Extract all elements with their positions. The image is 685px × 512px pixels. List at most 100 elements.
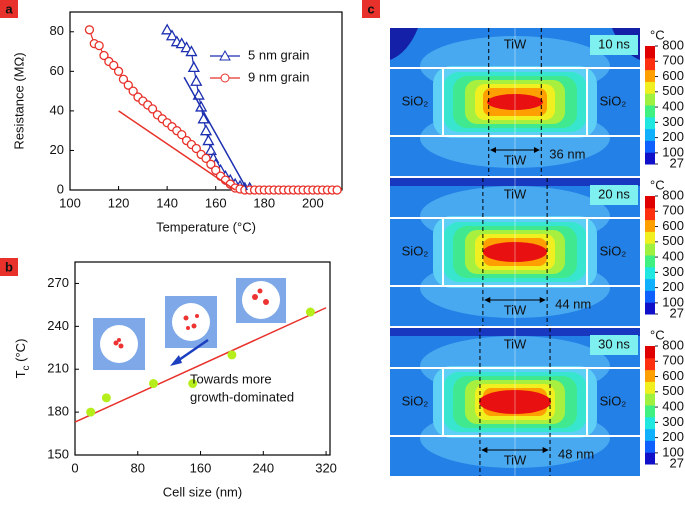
colorbar-band: [645, 219, 655, 232]
marker-circle: [109, 60, 119, 71]
colorbar-tick-label: 300: [662, 114, 684, 129]
sio2-label: SiO₂: [600, 243, 627, 258]
tiw-label: TiW: [504, 452, 527, 467]
colorbar-tick-label: 700: [662, 203, 684, 218]
panel-label-box: [0, 0, 18, 18]
hot-core: [479, 390, 551, 414]
cell-box: [442, 367, 588, 437]
colorbar-tick-label: 300: [662, 264, 684, 279]
marker-circle: [118, 74, 129, 84]
colorbar-tick-label: 100: [662, 294, 684, 309]
colorbar-tick-label: 600: [662, 218, 684, 233]
x-tick-label: 0: [71, 460, 78, 475]
panel-label-box: [362, 0, 380, 18]
colorbar-band: [645, 57, 655, 71]
colorbar-band: [645, 381, 655, 394]
colorbar-unit: °C: [650, 327, 665, 342]
colorbar-band: [645, 416, 655, 430]
marker-circle: [113, 66, 124, 76]
marker-circle: [147, 104, 158, 114]
time-label: 20 ns: [598, 186, 630, 201]
marker-triangle: [199, 124, 213, 136]
y-tick-label: 210: [47, 361, 69, 376]
colorbar-tick-label: 100: [662, 444, 684, 459]
marker-circle: [211, 165, 221, 175]
colorbar-band: [645, 357, 655, 371]
marker-triangle: [187, 61, 200, 73]
tiw-label: TiW: [504, 152, 527, 167]
marker-circle: [94, 40, 104, 51]
separator: [390, 178, 640, 186]
time-label: 10 ns: [598, 36, 630, 51]
scatter-point: [101, 393, 111, 403]
scatter-point: [86, 407, 96, 417]
colorbar-band: [645, 128, 655, 141]
width-label: 44 nm: [555, 296, 591, 311]
fit-line: [74, 307, 327, 423]
width-label: 36 nm: [549, 146, 585, 161]
marker-triangle: [185, 45, 198, 57]
x-axis-label: Temperature (°C): [156, 219, 256, 234]
marker-circle: [128, 86, 138, 96]
y-tick-label: 0: [57, 181, 64, 196]
colorbar-tick-label: 400: [662, 398, 684, 413]
scatter-point: [227, 350, 237, 360]
tiw-label: TiW: [504, 186, 527, 201]
colorbar-band: [645, 93, 655, 106]
x-tick-label: 100: [59, 195, 81, 210]
colorbar-tick-label: 200: [662, 279, 684, 294]
annotation: Towards more: [190, 371, 272, 386]
cell-box: [442, 67, 588, 137]
x-axis-label: Cell size (nm): [163, 484, 242, 499]
sio2-label: SiO₂: [600, 393, 627, 408]
colorbar-band: [645, 152, 655, 165]
x-tick-label: 160: [205, 195, 227, 210]
colorbar-unit: °C: [650, 177, 665, 192]
annotation: growth-dominated: [190, 389, 294, 404]
cool-corner: [390, 28, 418, 60]
tiw-label: TiW: [504, 336, 527, 351]
marker-triangle: [192, 88, 205, 100]
marker-circle: [201, 153, 211, 164]
x-tick-label: 80: [131, 460, 145, 475]
panel-label: b: [5, 259, 13, 274]
y-axis-label: Resistance (MΩ): [11, 52, 26, 149]
y-tick-label: 270: [47, 275, 69, 290]
time-label: 30 ns: [598, 336, 630, 351]
colorbar-tick-label: 100: [662, 144, 684, 159]
colorbar-tick-label: 700: [662, 53, 684, 68]
tiw-label: TiW: [504, 302, 527, 317]
legend-marker: [219, 49, 231, 61]
x-tick-label: 200: [302, 195, 324, 210]
y-tick-label: 240: [47, 318, 69, 333]
panel-label-box: [0, 258, 18, 276]
panel-label: c: [367, 1, 374, 16]
y-axis-label: Tc (°C): [13, 339, 31, 379]
marker-circle: [84, 25, 95, 35]
fit-line: [183, 76, 248, 191]
sio2-label: SiO₂: [402, 393, 429, 408]
sio2-label: SiO₂: [402, 243, 429, 258]
marker-circle: [191, 143, 201, 154]
colorbar-tick-label: 27: [670, 455, 684, 470]
marker-triangle: [161, 23, 174, 35]
axes-frame: [69, 11, 343, 191]
colorbar-tick-label: 500: [662, 83, 684, 98]
hot-core: [483, 242, 547, 262]
colorbar-tick-label: 300: [662, 414, 684, 429]
y-tick-label: 150: [47, 446, 69, 461]
marker-circle: [206, 159, 216, 169]
colorbar-tick-label: 500: [662, 383, 684, 398]
marker-triangle: [204, 144, 217, 156]
colorbar-band: [645, 266, 655, 280]
y-tick-label: 20: [50, 142, 64, 157]
colorbar-tick-label: 800: [662, 37, 684, 52]
colorbar-band: [645, 116, 655, 130]
x-tick-label: 320: [315, 460, 337, 475]
marker-circle: [332, 185, 342, 195]
sio2-label: SiO₂: [600, 93, 627, 108]
x-tick-label: 140: [156, 195, 178, 210]
colorbar-band: [645, 369, 655, 382]
colorbar-tick-label: 27: [670, 155, 684, 170]
colorbar-tick-label: 600: [662, 368, 684, 383]
